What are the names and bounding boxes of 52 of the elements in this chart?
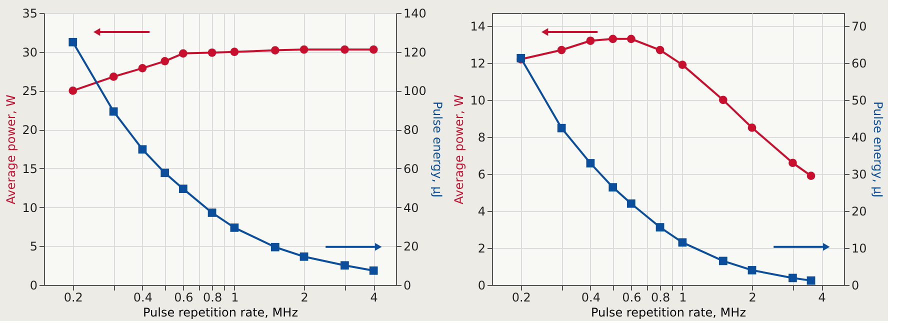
x-tick-label: 4: [818, 290, 826, 304]
x-tick-label: 0.2: [64, 290, 83, 304]
y2-tick-label: 0: [852, 278, 860, 292]
y2-tick-label: 60: [404, 162, 419, 176]
x-tick-label: 0.8: [650, 290, 670, 304]
y-tick-label: 0: [30, 278, 38, 292]
x-tick-label: 0.6: [622, 290, 642, 304]
y2-tick-label: 40: [852, 130, 867, 144]
y-tick-label: 0: [478, 278, 486, 292]
y2-tick-label: 40: [404, 200, 419, 215]
y2-axis-title: Pulse energy, μJ: [870, 101, 885, 198]
x-tick-label: 0.6: [174, 290, 194, 304]
y-tick-label: 2: [478, 241, 486, 256]
x-tick-label: 4: [370, 290, 378, 304]
y2-tick-label: 20: [852, 204, 867, 218]
y-axis-title: Average power, W: [452, 94, 466, 204]
y-tick-label: 14: [470, 19, 486, 34]
y-tick-label: 30: [22, 45, 38, 60]
y-tick-label: 15: [22, 162, 38, 176]
x-tick-label: 2: [300, 290, 308, 304]
y2-tick-label: 70: [852, 19, 867, 34]
y2-tick-label: 20: [404, 240, 419, 254]
y-tick-label: 4: [478, 204, 486, 218]
x-tick-label: 0.2: [512, 290, 531, 304]
y-tick-label: 20: [22, 123, 38, 138]
x-axis-title: Pulse repetition rate, MHz: [591, 306, 746, 320]
y-tick-label: 6: [478, 167, 486, 182]
y2-tick-label: 120: [404, 45, 426, 60]
y-tick-label: 5: [30, 240, 38, 254]
y-tick-label: 8: [478, 130, 486, 144]
y2-tick-label: 80: [404, 123, 419, 138]
x-tick-label: 0.4: [581, 290, 601, 304]
y-axis-title: Average power, W: [4, 94, 18, 204]
y2-tick-label: 10: [852, 241, 867, 256]
y2-tick-label: 140: [404, 6, 426, 20]
y-tick-label: 35: [22, 6, 38, 20]
y2-tick-label: 0: [404, 278, 412, 292]
x-tick-label: 0.8: [202, 290, 222, 304]
y2-tick-label: 100: [404, 84, 426, 98]
y2-tick-label: 60: [852, 56, 867, 70]
x-tick-label: 2: [748, 290, 756, 304]
y-tick-label: 10: [470, 93, 486, 108]
y-tick-label: 10: [22, 200, 38, 215]
x-tick-label: 1: [679, 290, 687, 304]
y-tick-label: 12: [470, 56, 486, 70]
x-tick-label: 1: [231, 290, 239, 304]
y2-tick-label: 30: [852, 167, 867, 182]
y2-axis-title: Pulse energy, μJ: [430, 101, 444, 198]
x-axis-title: Pulse repetition rate, MHz: [143, 306, 298, 320]
y2-tick-label: 50: [852, 93, 867, 108]
y-tick-label: 25: [22, 84, 38, 98]
x-tick-label: 0.4: [133, 290, 153, 304]
